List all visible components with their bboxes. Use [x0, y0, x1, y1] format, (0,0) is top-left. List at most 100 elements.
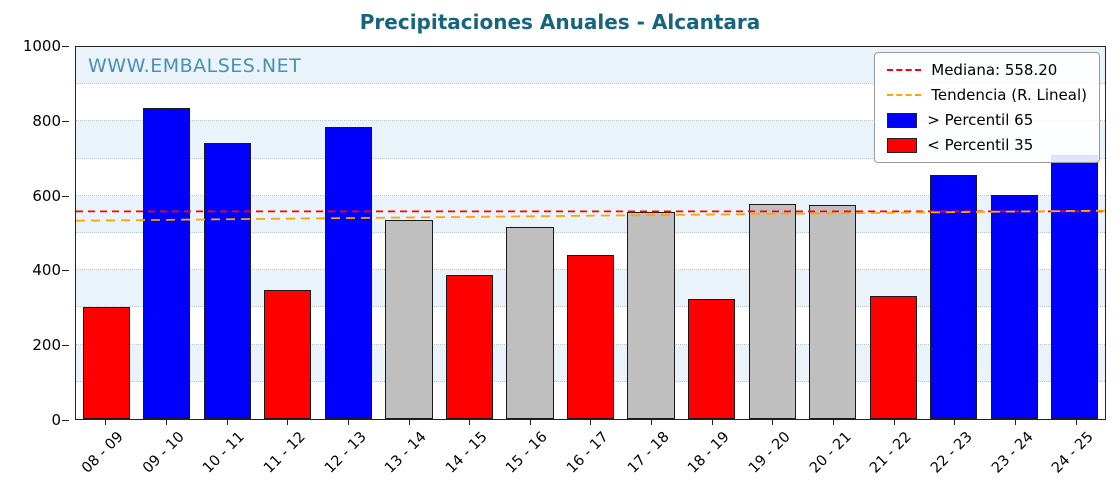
x-tick-label: 11 - 12 — [260, 429, 309, 477]
x-slot: 14 - 15 — [439, 420, 500, 500]
x-slot: 22 - 23 — [924, 420, 985, 500]
x-tick-label: 16 - 17 — [564, 429, 612, 477]
x-tick-label: 21 - 22 — [867, 429, 916, 477]
gridline — [76, 83, 1105, 85]
legend-label: Mediana: 558.20 — [931, 61, 1058, 79]
bar-15-16 — [506, 226, 554, 419]
bar-09-10 — [143, 108, 191, 419]
bar-24-25 — [1051, 154, 1099, 419]
x-tick-mark — [893, 420, 895, 425]
x-slot: 21 - 22 — [863, 420, 924, 500]
bar-20-21 — [809, 205, 857, 419]
y-axis: 0 200 400 600 800 1000 — [0, 37, 75, 429]
x-slot: 12 - 13 — [318, 420, 379, 500]
bar-23-24 — [990, 194, 1038, 419]
gridline — [76, 120, 1105, 122]
bar-10-11 — [203, 142, 251, 419]
x-slot: 11 - 12 — [257, 420, 318, 500]
x-tick-mark — [408, 420, 410, 425]
x-slot: 19 - 20 — [742, 420, 803, 500]
legend-label: < Percentil 35 — [927, 136, 1034, 154]
chart-title: Precipitaciones Anuales - Alcantara — [359, 10, 761, 34]
bar-slot — [742, 47, 803, 419]
legend-color-patch — [887, 137, 918, 153]
x-tick-mark — [651, 420, 653, 425]
y-tick-mark — [62, 270, 69, 272]
bar-16-17 — [566, 255, 615, 419]
x-slot: 20 - 21 — [803, 420, 864, 500]
x-tick-mark — [165, 420, 167, 425]
x-tick-label: 22 - 23 — [928, 429, 976, 477]
x-tick-mark — [772, 420, 774, 425]
bar-18-19 — [687, 299, 736, 419]
x-tick-label: 14 - 15 — [442, 429, 491, 477]
y-tick-mark — [62, 420, 69, 421]
y-tick-label: 800 — [32, 111, 61, 130]
bar-21-22 — [869, 295, 917, 419]
x-axis: 08 - 09 09 - 10 10 - 11 11 - 12 12 - 13 13 - … — [75, 420, 1106, 500]
bar-13-14 — [385, 219, 433, 419]
bar-14-15 — [445, 275, 494, 419]
legend-item: Mediana: 558.20 — [887, 61, 1087, 79]
x-tick-label: 10 - 11 — [200, 429, 248, 477]
legend: Mediana: 558.20 Tendencia (R. Lineal) > P… — [874, 52, 1100, 163]
y-tick-mark — [62, 46, 69, 47]
x-tick-mark — [347, 420, 349, 425]
y-tick-mark — [62, 120, 69, 122]
legend-item: < Percentil 35 — [887, 136, 1087, 154]
x-tick-mark — [1015, 420, 1017, 425]
bars-layer — [76, 47, 1105, 419]
bar-slot — [560, 47, 621, 419]
y-tick-label: 400 — [32, 261, 61, 280]
x-tick-mark — [1075, 420, 1077, 425]
legend-dashed-line-swatch — [887, 69, 922, 71]
x-tick-mark — [954, 420, 956, 425]
y-tick-label: 1000 — [22, 37, 61, 55]
legend-label: Tendencia (R. Lineal) — [931, 86, 1087, 104]
bar-slot — [137, 47, 198, 419]
x-tick-mark — [529, 420, 531, 425]
bar-11-12 — [264, 289, 312, 419]
bar-08-09 — [82, 307, 130, 419]
bar-slot — [439, 47, 500, 419]
x-slot: 16 - 17 — [560, 420, 621, 500]
x-tick-label: 12 - 13 — [321, 429, 370, 477]
x-slot: 23 - 24 — [985, 420, 1046, 500]
legend-item: > Percentil 65 — [887, 111, 1087, 129]
x-tick-mark — [226, 420, 228, 425]
x-slot: 24 - 25 — [1045, 420, 1106, 500]
bar-slot — [1045, 47, 1106, 419]
legend-color-patch — [887, 112, 918, 128]
bar-slot — [681, 47, 742, 419]
bar-slot — [984, 47, 1045, 419]
reference-lines — [76, 47, 1105, 419]
x-slot: 09 - 10 — [136, 420, 197, 500]
x-tick-label: 20 - 21 — [806, 429, 855, 477]
y-tick-mark — [62, 345, 69, 347]
x-tick-mark — [833, 420, 835, 425]
legend-item: Tendencia (R. Lineal) — [887, 86, 1087, 104]
plot-area: WWW.EMBALSES.NET Mediana: 558.20 Tendenci… — [75, 46, 1106, 420]
y-tick-label: 200 — [32, 336, 61, 355]
x-slot: 10 - 11 — [196, 420, 257, 500]
x-tick-label: 08 - 09 — [79, 429, 127, 477]
x-tick-label: 24 - 25 — [1049, 429, 1097, 477]
legend-dashed-line-swatch — [887, 94, 922, 96]
x-tick-label: 17 - 18 — [624, 429, 673, 477]
bar-slot — [923, 47, 984, 419]
x-tick-label: 23 - 24 — [988, 429, 1037, 477]
x-tick-mark — [711, 420, 713, 425]
bar-slot — [258, 47, 319, 419]
bar-slot — [379, 47, 440, 419]
gridline — [76, 232, 1105, 233]
bar-slot — [500, 47, 561, 419]
x-tick-mark — [590, 420, 592, 425]
x-slot: 13 - 14 — [378, 420, 439, 500]
bar-slot — [197, 47, 258, 419]
legend-label: > Percentil 65 — [927, 111, 1034, 129]
bar-slot — [802, 47, 863, 419]
trend-line — [76, 211, 1105, 221]
x-tick-mark — [287, 420, 289, 425]
x-tick-label: 13 - 14 — [382, 429, 430, 477]
